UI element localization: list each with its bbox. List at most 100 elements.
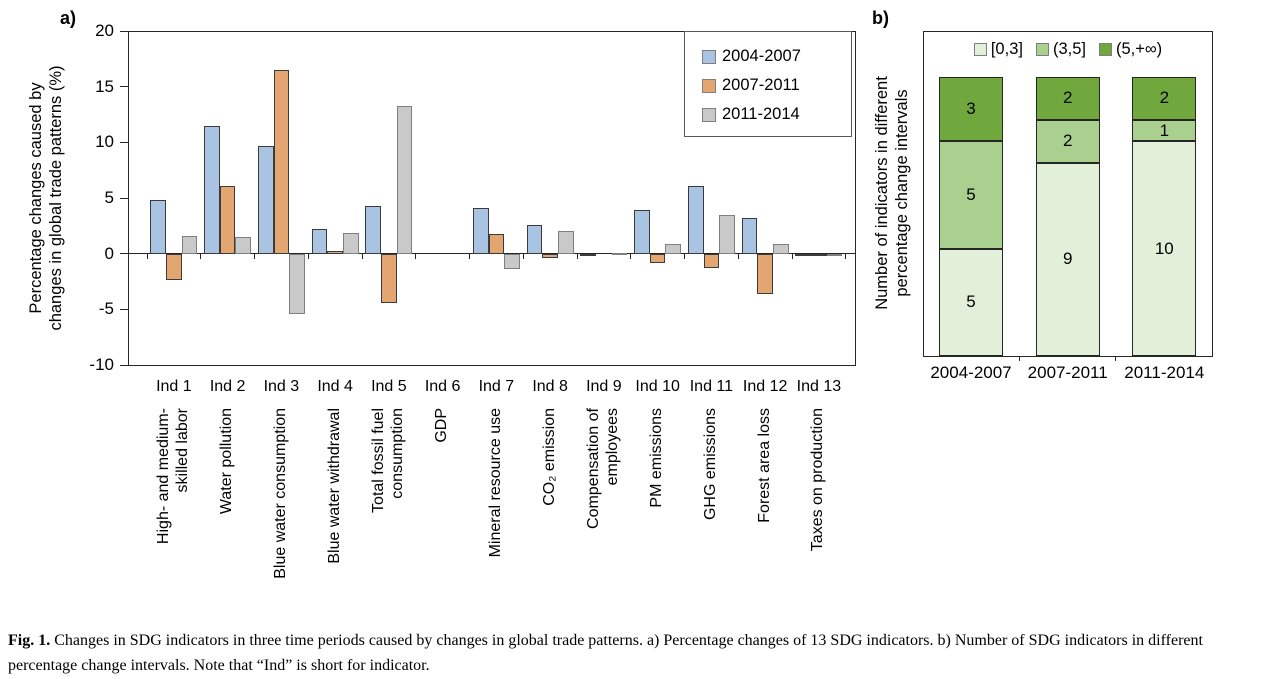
bar: [504, 253, 520, 270]
x-axis-tick: [630, 253, 632, 259]
x-axis-category-tick-label: Ind 4: [317, 378, 353, 395]
x-axis-category-tick-label: Ind 2: [209, 378, 246, 395]
bar: [342, 232, 359, 254]
y-axis-tick: [120, 86, 128, 88]
x-axis-category-name: CO₂ emission: [540, 408, 558, 506]
x-axis-category-name: Total fossil fuel consumption: [369, 408, 406, 513]
x-axis-tick: [469, 253, 470, 259]
x-axis-category-label: 2004-2007: [930, 363, 1012, 382]
bar: [257, 145, 274, 254]
bar: [273, 69, 290, 254]
legend-label: 2011-2014: [722, 105, 800, 123]
y-axis-tick-label: -10: [89, 355, 114, 374]
x-axis-tick: [737, 253, 739, 259]
y-axis-tick: [120, 30, 128, 32]
y-axis-tick-label: 15: [95, 76, 114, 96]
caption-text: Changes in SDG indicators in three time …: [8, 632, 1203, 674]
x-axis-category-tick-label: Ind 8: [532, 378, 568, 395]
stacked-bar-segment: 5: [939, 248, 1003, 356]
x-axis-tick: [522, 253, 524, 259]
bar: [235, 236, 252, 254]
bar: [757, 253, 773, 294]
bar: [687, 185, 704, 254]
y-axis-tick: [120, 364, 128, 366]
panel-a-plot-frame: [128, 31, 856, 366]
x-axis-tick: [791, 253, 793, 259]
panel-b-y-axis-title-line1: Number of indicators in different: [873, 76, 891, 310]
legend-swatch-icon: [702, 107, 716, 122]
x-axis-category-name: Compensation of employees: [584, 408, 621, 529]
legend-swatch-icon: [702, 78, 716, 93]
legend-swatch-icon: [1098, 43, 1112, 56]
bar: [826, 253, 843, 256]
legend-item: (3,5]: [1035, 40, 1086, 59]
x-axis-tick: [1018, 356, 1020, 361]
x-axis-category-label: 2007-2011: [1027, 363, 1108, 382]
bar: [611, 252, 628, 255]
bar: [381, 253, 397, 303]
y-axis-tick-label: 0: [104, 243, 114, 263]
x-axis-category-tick-label: Ind 5: [371, 378, 407, 395]
x-axis-category-tick-label: Ind 11: [689, 378, 734, 395]
bar: [219, 185, 236, 254]
x-axis-tick: [576, 253, 578, 259]
x-axis-tick: [254, 253, 255, 259]
x-axis-category-name: Water pollution: [218, 408, 236, 515]
panel-a-y-axis-title-line2: changes in global trade patterns (%): [47, 65, 65, 331]
panel-b-legend: [0,3] (3,5] (5,+∞): [923, 40, 1213, 59]
y-axis-tick: [120, 253, 128, 255]
bar: [542, 253, 558, 259]
bar: [795, 253, 811, 256]
legend-item: (5,+∞): [1098, 40, 1162, 59]
stacked-bar-segment: 2: [1035, 119, 1100, 163]
x-axis-category-name: Mineral resource use: [486, 408, 504, 558]
x-axis-category-tick-label: Ind 3: [263, 378, 300, 395]
x-axis-category-name: PM emissions: [648, 408, 666, 508]
stacked-bar-segment: 2: [1035, 77, 1100, 120]
x-axis-category-tick-label: Ind 7: [478, 378, 515, 395]
bar: [703, 253, 720, 269]
panel-a-legend: 2004-2007 2007-2011 2011-2014: [684, 31, 852, 137]
stacked-bar-segment: 3: [939, 77, 1003, 142]
x-axis-category-tick-label: Ind 10: [635, 378, 680, 395]
legend-label: 2004-2007: [722, 47, 801, 65]
x-axis-category-name: Blue water consumption: [271, 408, 289, 579]
x-axis-category-tick-label: Ind 6: [424, 378, 461, 395]
panel-b-y-axis-title-line2: percentage change intervals: [893, 89, 911, 297]
figure-caption: Fig. 1. Changes in SDG indicators in thr…: [8, 628, 1261, 678]
panel-a-y-axis-title-line1: Percentage changes caused by: [27, 82, 45, 314]
x-axis-tick: [684, 253, 685, 259]
stacked-bar-segment: 1: [1132, 119, 1197, 142]
legend-item: 2007-2011: [702, 71, 851, 100]
x-axis-tick: [146, 253, 148, 259]
bar: [526, 224, 543, 254]
bar: [181, 235, 198, 254]
bar: [665, 244, 682, 254]
legend-label: (3,5]: [1052, 40, 1086, 58]
legend-item: 2004-2007: [702, 42, 851, 71]
bar: [772, 244, 789, 254]
bar: [327, 251, 343, 254]
stacked-bar-segment: 5: [939, 141, 1003, 249]
stacked-bar-segment: 2: [1132, 77, 1197, 120]
legend-label: [0,3]: [990, 40, 1023, 58]
x-axis-category-name: Blue water withdrawal: [325, 408, 343, 564]
stacked-bar-segment: 9: [1035, 162, 1100, 356]
bar: [311, 229, 328, 254]
y-axis-tick: [120, 197, 128, 199]
bar: [396, 105, 413, 254]
x-axis-category-name: High- and medium- skilled labor: [154, 408, 191, 545]
x-axis-tick: [1115, 356, 1117, 361]
y-axis-tick-label: -5: [98, 299, 114, 319]
bar: [488, 233, 505, 254]
bar: [557, 231, 574, 254]
caption-figure-number: Fig. 1.: [8, 632, 51, 649]
x-axis-category-tick-label: Ind 13: [796, 378, 842, 395]
bar: [204, 125, 220, 254]
bar: [166, 253, 182, 281]
bar: [580, 253, 596, 256]
legend-item: 2011-2014: [702, 100, 851, 129]
panel-b-y-axis-title: Number of indicators in different percen…: [872, 28, 912, 358]
bar: [634, 210, 650, 254]
x-axis-tick: [845, 253, 847, 259]
